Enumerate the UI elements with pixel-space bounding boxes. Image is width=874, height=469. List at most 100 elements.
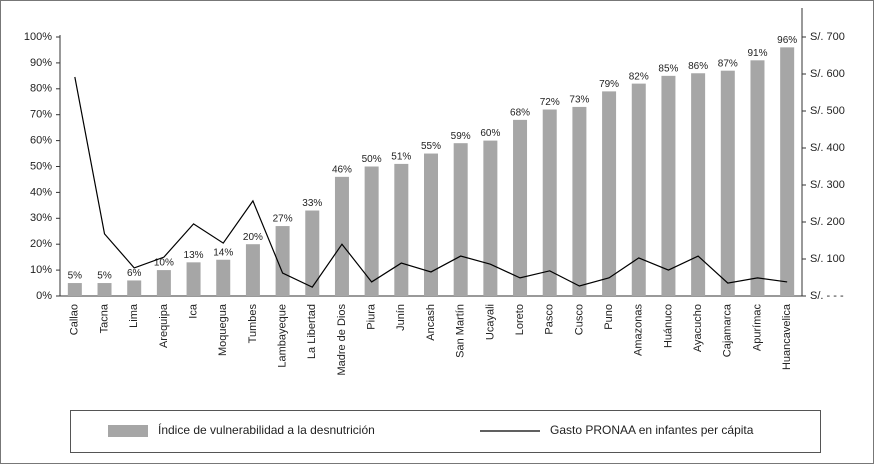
y-tick-label: 50% [30, 160, 52, 172]
value-label: 86% [688, 61, 708, 72]
y-tick-label: 40% [30, 186, 52, 198]
value-label: 82% [629, 71, 649, 82]
line-series [74, 76, 788, 288]
y-tick-label: 20% [30, 238, 52, 250]
bar [453, 143, 468, 296]
y2-tick-label: S/. 600 [810, 68, 845, 80]
bar [602, 91, 617, 296]
bar [216, 259, 231, 296]
x-tick-label: Lima [128, 303, 140, 328]
x-tick-label: Cusco [573, 304, 585, 335]
x-tick-label: Pasco [544, 304, 556, 335]
x-tick-label: Amazonas [633, 304, 645, 356]
value-label: 96% [777, 35, 797, 46]
bar [394, 163, 409, 296]
bar [513, 119, 528, 296]
bar [127, 280, 142, 296]
bar [720, 70, 735, 296]
value-label: 68% [510, 108, 530, 119]
x-tick-label: Tumbes [247, 304, 259, 344]
bar [305, 210, 320, 296]
value-label: 79% [599, 79, 619, 90]
bar [186, 262, 201, 296]
x-tick-label: Ayacucho [692, 304, 704, 352]
y-tick-label: 30% [30, 212, 52, 224]
y-tick-label: 60% [30, 135, 52, 147]
y2-tick-label: S/. 200 [810, 216, 845, 228]
value-label: 10% [154, 258, 174, 269]
bar [661, 75, 676, 296]
bar [483, 140, 498, 296]
value-label: 6% [127, 268, 142, 279]
y2-tick-label: S/. - - - [810, 290, 844, 302]
value-label: 60% [480, 128, 500, 139]
legend-swatch [108, 425, 148, 437]
x-tick-label: Loreto [514, 304, 526, 335]
x-tick-label: Callao [69, 304, 81, 335]
value-label: 85% [658, 63, 678, 74]
x-tick-label: Ica [187, 303, 199, 319]
value-label: 91% [747, 48, 767, 59]
x-tick-label: Madre de Dios [336, 304, 348, 376]
bar [691, 73, 706, 296]
bar [67, 283, 82, 296]
value-label: 20% [243, 232, 263, 243]
legend-label: Índice de vulnerabilidad a la desnutrici… [158, 422, 375, 437]
x-tick-label: Puno [603, 304, 615, 330]
bar [572, 106, 587, 297]
value-label: 14% [213, 247, 233, 258]
y2-tick-label: S/. 400 [810, 142, 845, 154]
y-tick-label: 80% [30, 83, 52, 95]
y-tick-label: 90% [30, 57, 52, 69]
value-label: 5% [68, 271, 83, 282]
x-tick-label: Huánuco [662, 304, 674, 348]
y-tick-label: 100% [24, 31, 52, 43]
value-label: 73% [569, 95, 589, 106]
x-tick-label: Cajamarca [722, 303, 734, 357]
bar [424, 153, 438, 296]
bar [364, 166, 379, 296]
value-label: 33% [302, 198, 322, 209]
x-tick-label: Ucayali [484, 304, 496, 340]
bar [334, 176, 349, 296]
y2-tick-label: S/. 100 [810, 253, 845, 265]
y2-tick-label: S/. 500 [810, 105, 845, 117]
x-tick-label: Arequipa [158, 303, 170, 348]
x-tick-label: Huancavelica [781, 303, 793, 370]
value-label: 59% [451, 131, 471, 142]
x-tick-label: Piura [366, 303, 378, 330]
y-tick-label: 70% [30, 109, 52, 121]
bar [542, 109, 557, 297]
bar [156, 270, 171, 296]
x-tick-label: Lambayeque [277, 304, 289, 368]
value-label: 55% [421, 141, 441, 152]
x-tick-label: Tacna [98, 303, 110, 333]
value-label: 46% [332, 165, 352, 176]
bar [275, 226, 290, 296]
x-tick-label: Moquegua [217, 303, 229, 356]
value-label: 27% [273, 214, 293, 225]
value-label: 72% [540, 97, 560, 108]
value-label: 51% [391, 152, 411, 163]
bar [780, 47, 795, 296]
legend-label: Gasto PRONAA en infantes per cápita [550, 423, 754, 437]
x-tick-label: Junín [395, 304, 407, 331]
bar [245, 244, 260, 296]
x-tick-label: Apurímac [751, 304, 763, 352]
x-tick-label: La Libertad [306, 304, 318, 359]
value-label: 87% [718, 58, 738, 69]
legend-box [70, 410, 821, 453]
value-label: 50% [362, 154, 382, 165]
bar [97, 283, 112, 296]
value-label: 5% [97, 271, 112, 282]
bar [750, 60, 765, 297]
bar [631, 83, 646, 297]
y2-tick-label: S/. 300 [810, 179, 845, 191]
value-label: 13% [184, 250, 204, 261]
x-tick-label: San Martín [455, 304, 467, 358]
x-tick-label: Ancash [425, 304, 437, 341]
y-tick-label: 10% [30, 264, 52, 276]
y-tick-label: 0% [36, 290, 52, 302]
y2-tick-label: S/. 700 [810, 31, 845, 43]
